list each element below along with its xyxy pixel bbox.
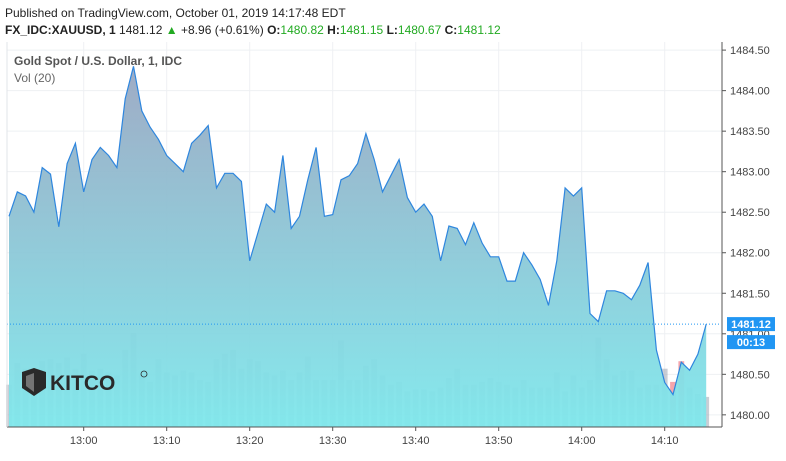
kitco-logo-text: KITCO [50, 372, 115, 395]
high-label: H: [327, 23, 340, 37]
last-price: 1481.12 [119, 23, 163, 37]
countdown-tag: 00:13 [737, 337, 765, 349]
change-value: +8.96 (+0.61%) [181, 23, 264, 37]
x-tick-label: 13:20 [236, 435, 264, 447]
y-tick-label: 1480.00 [730, 410, 770, 422]
up-arrow-icon: ▲ [165, 23, 178, 37]
y-tick-label: 1481.50 [730, 288, 770, 300]
close-value: 1481.12 [457, 23, 501, 37]
high-value: 1481.15 [339, 23, 384, 37]
symbol-label[interactable]: FX_IDC:XAUUSD, 1 [5, 23, 116, 37]
chart-header: Published on TradingView.com, October 01… [0, 0, 786, 42]
price-tag: 1481.12 00:13 [727, 317, 775, 350]
y-tick-label: 1484.00 [730, 86, 770, 98]
x-tick-label: 14:00 [568, 435, 596, 447]
volume-legend: Vol (20) [14, 71, 56, 85]
low-value: 1480.67 [397, 23, 442, 37]
close-label: C: [444, 23, 458, 37]
published-line: Published on TradingView.com, October 01… [5, 6, 346, 20]
price-area-fill [9, 66, 707, 428]
kitco-logo-icon [22, 368, 46, 396]
price-line [8, 66, 707, 397]
y-tick-label: 1483.00 [730, 167, 770, 179]
countdown-tag-box [727, 335, 775, 350]
price-tag-box [727, 317, 775, 332]
price-area [7, 66, 721, 428]
price-tag-price: 1481.12 [731, 319, 771, 331]
x-tick-label: 13:00 [70, 435, 98, 447]
y-tick-label: 1484.50 [730, 45, 770, 57]
x-tick-label: 13:10 [153, 435, 181, 447]
axes [6, 42, 723, 428]
x-tick-label: 13:40 [402, 435, 430, 447]
x-axis-ticks: 13:00 13:10 13:20 13:30 13:40 13:50 14:00 14:10 [70, 427, 679, 447]
ohlc-line: FX_IDC:XAUUSD, 1 1481.12 ▲ +8.96 (+0.61%… [5, 23, 501, 37]
x-tick-label: 13:50 [485, 435, 513, 447]
y-tick-label: 1480.50 [730, 369, 770, 381]
x-tick-label: 13:30 [319, 435, 347, 447]
x-tick-label: 14:10 [651, 435, 679, 447]
y-tick-label: 1482.00 [730, 248, 770, 260]
low-label: L: [386, 23, 398, 37]
series-title: Gold Spot / U.S. Dollar, 1, IDC [14, 54, 183, 68]
open-value: 1480.82 [280, 23, 324, 37]
y-tick-label: 1482.50 [730, 207, 770, 219]
y-axis-ticks: 1480.001480.501481.001481.501482.001482.… [722, 45, 770, 422]
open-label: O: [267, 23, 281, 37]
y-tick-label: 1483.50 [730, 126, 770, 138]
kitco-logo: KITCO [22, 368, 148, 396]
